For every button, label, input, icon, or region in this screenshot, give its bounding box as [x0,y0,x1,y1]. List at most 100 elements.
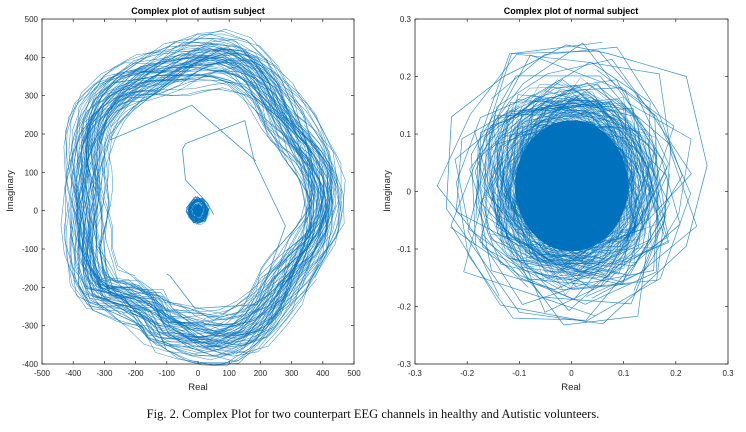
y-tick-label: -100 [22,245,39,254]
y-axis-label: Imaginary [5,170,16,212]
x-tick-label: 0 [569,369,574,378]
ring-loop [60,28,327,354]
x-tick-label: 0.1 [618,369,630,378]
plot-title: Complex plot of normal subject [504,6,639,16]
trajectory-loop [515,116,634,256]
ring-loop [75,50,312,350]
ring-loop [84,68,330,343]
transient-path [166,120,286,309]
trajectory-loop [520,141,622,242]
outer-loop [480,85,656,276]
outer-loop [485,100,646,275]
ring-loop [87,75,326,339]
x-axis-label: Real [188,382,208,393]
ring-loop [74,47,315,338]
trajectory-loop [524,120,626,244]
outer-loop [481,84,668,300]
trajectory-lines [436,41,708,326]
y-tick-label: 0.1 [400,130,412,139]
trajectory-loop [511,115,631,250]
ring-loop [66,31,333,347]
ring-loop [69,38,332,336]
trajectory-loop [514,122,623,236]
y-tick-label: 0 [34,207,39,216]
trajectory-loop [526,134,608,231]
x-tick-label: 0 [196,369,201,378]
y-tick-label: -0.2 [397,303,411,312]
ring-loop [68,54,342,363]
trajectory-loop [541,149,608,230]
y-tick-label: -400 [22,360,39,369]
core-loop [186,197,210,224]
x-tick-label: 0.2 [670,369,682,378]
trajectory-loop [526,133,608,229]
ring-loop [77,49,312,339]
trajectory-loop [525,132,622,250]
ring-loop [84,54,334,332]
core-loop [190,201,206,219]
x-axis-label: Real [561,382,581,393]
ring-loop [76,47,346,355]
trajectory-loop [528,121,613,236]
y-tick-label: 400 [25,53,39,62]
core-loop [189,201,208,222]
core-loop [192,204,203,217]
ring-loop [100,78,320,327]
ring-loop [82,48,325,325]
core-loop [188,199,208,224]
trajectory-loop [530,126,618,230]
y-tick-label: 100 [25,168,39,177]
figure: Complex plot of autism subject -500 -400-… [5,6,734,393]
y-tick-label: -300 [22,322,39,331]
trajectory-loop [496,93,652,280]
x-tick-label: -400 [65,369,82,378]
ring-loop [87,59,320,318]
ring-loop [69,34,329,345]
x-axis-ticks: -0.3 -0.2 -0.1 0 0.1 0.2 0.3 [408,19,734,378]
ring-loop [99,73,316,312]
trajectory-loop [488,97,651,259]
trajectory-loop [522,131,627,242]
trajectory-loop [519,128,632,250]
trajectory-loop [507,113,649,273]
trajectory-loop [531,134,605,235]
y-tick-label: 0 [407,188,412,197]
ring-loop [65,56,338,366]
x-axis-ticks: -500 -400 -300 -200 -100 0 100 200 300 400 500 [34,19,361,378]
ring-loop [73,42,339,338]
y-tick-label: -200 [22,283,39,292]
trajectory-loop [519,125,614,248]
ring-loop [91,73,325,339]
y-axis-label: Imaginary [382,170,393,212]
trajectory-loop [542,146,601,232]
trajectory-loop [496,94,640,285]
ring-loop [77,45,324,327]
trajectory-loop [489,95,654,259]
ring-loop [64,45,322,362]
outer-loop [495,97,635,257]
y-tick-label: 300 [25,92,39,101]
trajectory-loop [534,139,622,232]
ring-loop [77,44,345,352]
y-tick-label: 500 [25,15,39,24]
trajectory-loop [536,150,604,233]
plot-title: Complex plot of autism subject [131,6,265,16]
trajectory-loop [497,113,623,260]
x-tick-label: -500 [34,369,51,378]
y-tick-label: 0.3 [400,15,412,24]
trajectory-loop [520,125,632,255]
y-axis-ticks: -0.3 -0.2 -0.1 0 0.1 0.2 0.3 [397,15,728,369]
x-tick-label: 300 [285,369,299,378]
outer-loop [469,95,669,265]
core-loop [187,198,210,223]
x-tick-label: 400 [316,369,330,378]
trajectory-loop [515,112,638,270]
outer-envelope-loop [445,44,708,325]
figure-caption: Fig. 2. Complex Plot for two counterpart… [146,407,600,421]
x-tick-label: -0.3 [408,369,422,378]
ring-loop [82,53,308,334]
ring-loop [65,53,331,366]
outer-loop [471,75,667,305]
x-tick-label: 100 [223,369,237,378]
x-tick-label: -300 [96,369,113,378]
